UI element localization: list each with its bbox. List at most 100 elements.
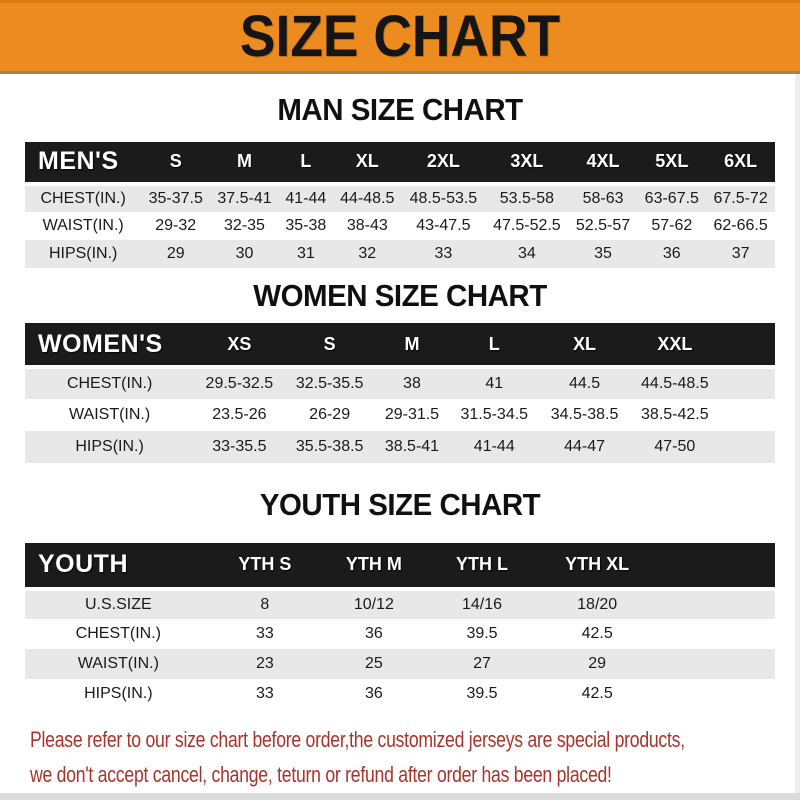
filler-cell [660, 649, 775, 679]
size-value: 31 [296, 244, 315, 262]
size-value: 32-35 [224, 216, 265, 234]
size-value: 33 [255, 624, 274, 642]
group-label: MEN'S [25, 141, 142, 186]
column-header: 3XL [485, 141, 569, 186]
table-row: HIPS(IN.) 29 30 31 32 33 34 35 36 37 [25, 239, 775, 268]
column-header: YTH S [211, 542, 319, 591]
size-value: 39.5 [466, 684, 498, 702]
table-row: HIPS(IN.) 33-35.5 35.5-38.5 38.5-41 41-44 44-… [25, 431, 775, 464]
size-value: 35-38 [285, 216, 327, 234]
size-value: 34.5-38.5 [550, 406, 619, 424]
size-value: 47-50 [654, 438, 696, 456]
filler-cell [720, 367, 775, 399]
youth-section-heading: YOUTH SIZE CHART [259, 487, 541, 523]
size-value: 29 [588, 654, 607, 672]
size-value: 44.5 [568, 375, 601, 393]
size-value: 35-37.5 [148, 189, 203, 207]
column-header: XXL [629, 323, 720, 370]
size-value: 41 [485, 375, 504, 393]
header-row: WOMEN'S XS S M L XL XXL [25, 323, 775, 370]
page-title: SIZE CHART [239, 4, 561, 69]
size-value: 31.5-34.5 [460, 406, 529, 424]
size-value: 18/20 [577, 595, 618, 613]
size-value: 67.5-72 [713, 189, 768, 207]
size-value: 23.5-26 [212, 406, 267, 424]
size-value: 36 [364, 684, 383, 702]
size-value: 57-62 [651, 216, 693, 234]
size-value: 39.5 [466, 624, 498, 642]
filler-cell [720, 399, 775, 431]
header-row: MEN'S S M L XL 2XL 3XL 4XL 5XL 6XL [25, 141, 775, 186]
footer-notice: Please refer to our size chart before or… [30, 725, 800, 789]
column-header: YTH M [318, 542, 430, 591]
row-label: WAIST(IN.) [42, 216, 124, 234]
table-row: CHEST(IN.) 33 36 39.5 42.5 [25, 618, 775, 649]
size-value: 52.5-57 [575, 216, 631, 234]
size-value: 44.5-48.5 [641, 375, 709, 393]
row-label: CHEST(IN.) [40, 189, 126, 207]
size-value: 58-63 [582, 189, 624, 207]
filler-cell [720, 431, 775, 463]
notice-line-1: Please refer to our size chart before or… [30, 726, 685, 752]
row-label: CHEST(IN.) [75, 624, 161, 642]
size-value: 32.5-35.5 [295, 375, 364, 393]
size-value: 35.5-38.5 [295, 438, 364, 456]
notice-line-2: we don't accept cancel, change, teturn o… [30, 761, 612, 787]
column-header: M [374, 323, 450, 370]
column-header: XS [194, 323, 285, 370]
column-header: YTH L [429, 542, 535, 591]
size-value: 32 [358, 244, 377, 262]
size-value: 38-43 [346, 216, 388, 234]
size-value: 26-29 [309, 406, 351, 424]
header-row: YOUTH YTH S YTH M YTH L YTH XL [25, 542, 775, 591]
size-value: 48.5-53.5 [409, 189, 478, 207]
column-header: 4XL [568, 141, 638, 186]
column-header: 5XL [637, 141, 707, 186]
column-header: L [449, 323, 540, 370]
size-value: 25 [364, 654, 383, 672]
table-row: CHEST(IN.) 29.5-32.5 32.5-35.5 38 41 44.5 44.5… [25, 367, 775, 400]
column-header: 6XL [706, 141, 775, 186]
size-value: 35 [594, 244, 612, 262]
size-value: 53.5-58 [499, 189, 555, 207]
filler-cell [720, 323, 775, 370]
table-row: HIPS(IN.) 33 36 39.5 42.5 [25, 678, 775, 709]
size-value: 41-44 [285, 189, 327, 207]
right-edge-strip [795, 74, 800, 793]
bottom-edge-strip [0, 793, 800, 800]
size-value: 37 [731, 244, 750, 262]
size-value: 44-47 [564, 438, 605, 456]
banner: SIZE CHART [0, 0, 800, 74]
column-header: XL [539, 323, 630, 370]
size-value: 33 [255, 684, 274, 702]
column-header: 2XL [401, 141, 486, 186]
size-value: 29 [166, 244, 185, 262]
size-value: 38.5-41 [384, 438, 440, 456]
size-value: 63-67.5 [644, 189, 699, 207]
size-value: 44-48.5 [340, 189, 395, 207]
row-label: HIPS(IN.) [84, 684, 153, 702]
table-row: WAIST(IN.) 29-32 32-35 35-38 38-43 43-47.5 47.… [25, 211, 775, 240]
column-header: L [278, 141, 333, 186]
size-value: 62-66.5 [713, 216, 768, 234]
size-value: 38 [403, 375, 421, 393]
size-value: 33 [434, 244, 453, 262]
row-label: WAIST(IN.) [69, 406, 151, 424]
size-value: 29-32 [155, 216, 197, 234]
size-value: 38.5-42.5 [641, 406, 709, 424]
size-value: 27 [473, 654, 491, 672]
table-row: U.S.SIZE 8 10/12 14/16 18/20 [25, 588, 775, 619]
column-header: XL [332, 141, 402, 186]
size-value: 30 [235, 244, 254, 262]
size-value: 41-44 [473, 438, 515, 456]
filler-cell [660, 679, 775, 709]
column-header: YTH XL [534, 542, 660, 591]
men-size-table: MEN'S S M L XL 2XL 3XL 4XL 5XL 6XL CHEST(IN.) 35-37… [25, 141, 775, 268]
section-youth: YOUTH SIZE CHART YOUTH YTH S YTH M YTH L YTH… [0, 487, 800, 709]
row-label: U.S.SIZE [84, 595, 152, 613]
column-header: M [210, 141, 279, 186]
size-value: 36 [364, 624, 383, 642]
row-label: CHEST(IN.) [66, 375, 153, 393]
row-label: HIPS(IN.) [48, 244, 118, 262]
